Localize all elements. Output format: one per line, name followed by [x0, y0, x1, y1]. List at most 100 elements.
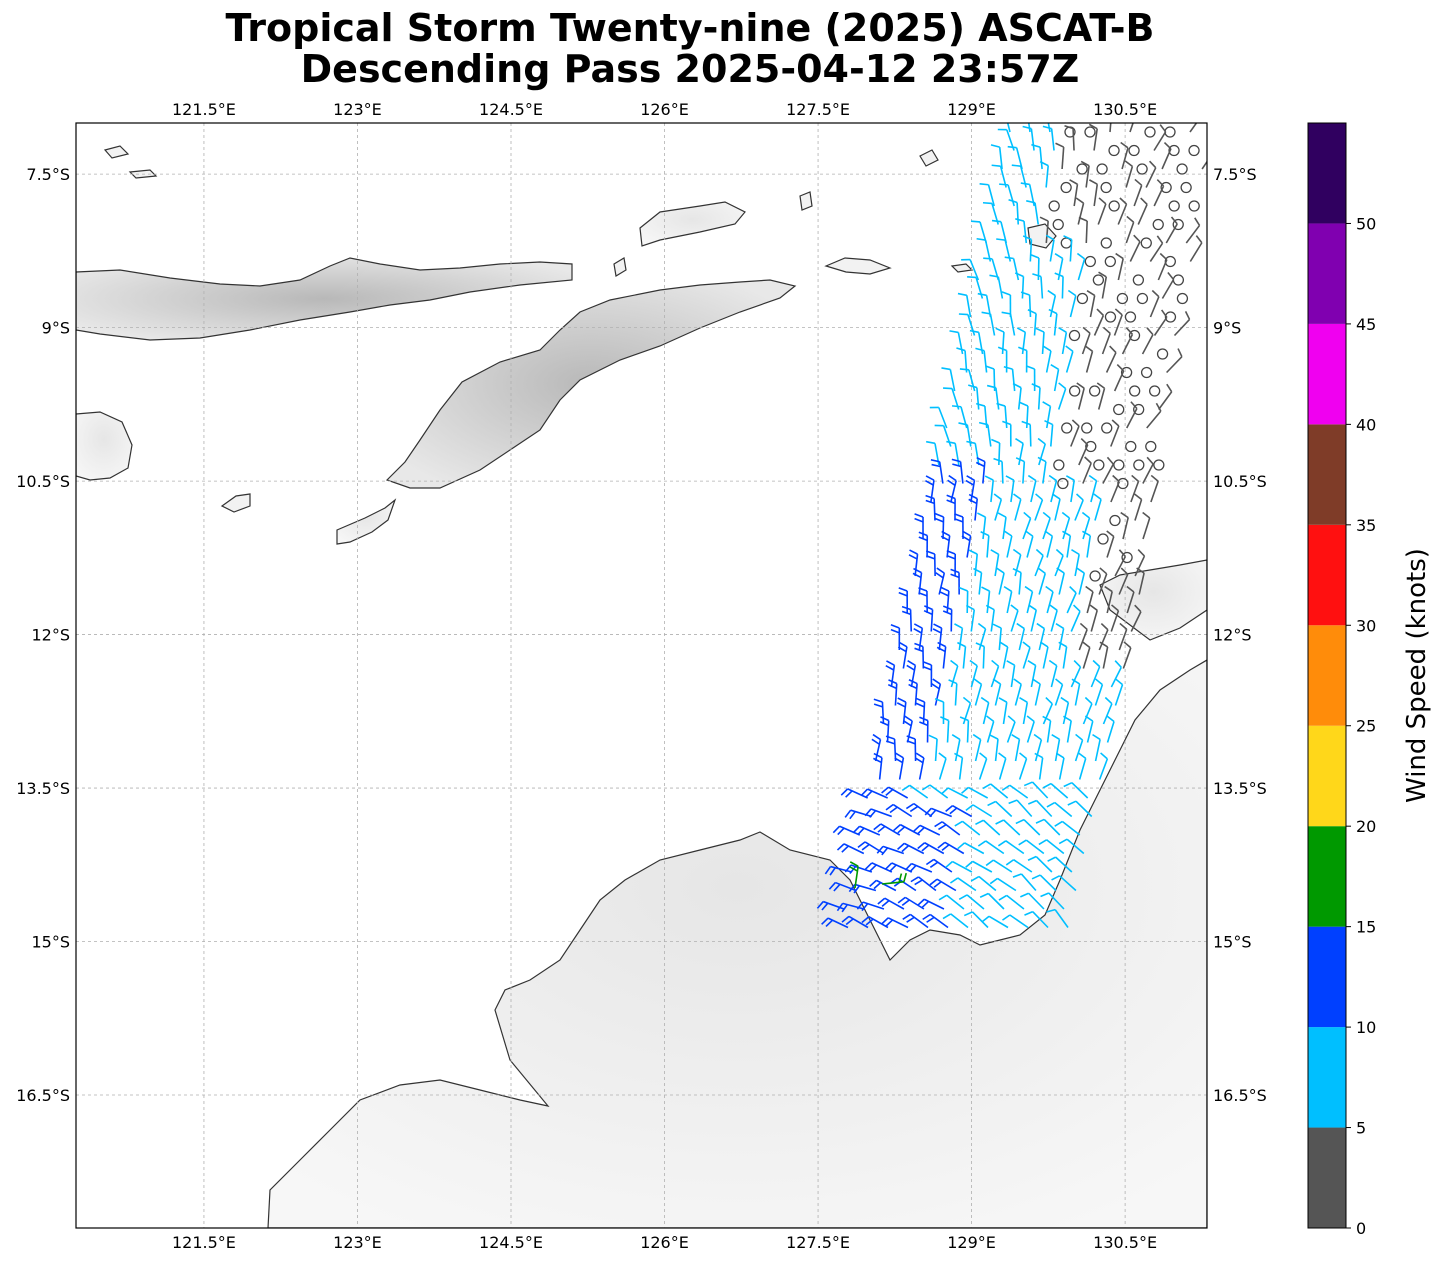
wind-barb — [929, 406, 948, 429]
wind-barb — [1028, 604, 1038, 632]
wind-barb — [1093, 493, 1102, 521]
wind-barb — [1076, 252, 1086, 281]
wind-barb — [980, 696, 990, 725]
wind-barb — [1048, 474, 1058, 503]
wind-barb — [1037, 567, 1047, 595]
wind-barb — [1023, 781, 1049, 799]
wind-barb — [1012, 873, 1037, 892]
lon-tick-label-bottom: 127.5°E — [786, 1233, 850, 1252]
calm-circle — [1085, 440, 1097, 453]
wind-barb — [958, 422, 972, 447]
wind-barb — [913, 623, 924, 651]
wind-barb — [1153, 124, 1167, 151]
wind-barb — [928, 734, 938, 762]
calm-circle — [1176, 163, 1188, 175]
wind-barb — [975, 819, 1001, 836]
arnhem-coast — [1099, 559, 1207, 641]
wind-barb — [887, 679, 898, 706]
wind-barb — [1129, 123, 1134, 133]
calm-circle — [1121, 551, 1133, 564]
wind-barb — [981, 586, 991, 614]
lat-tick-label-left: 15°S — [31, 933, 70, 952]
wind-barb — [1054, 252, 1064, 281]
wind-barb — [932, 623, 943, 651]
wind-barb — [946, 550, 956, 577]
lat-tick-label-left: 7.5°S — [26, 165, 70, 184]
calm-circle — [1116, 292, 1129, 305]
wind-barb — [972, 733, 982, 762]
wind-barb — [936, 641, 947, 669]
wind-barb — [975, 642, 985, 669]
wind-barb — [1051, 734, 1061, 762]
wind-barb — [969, 659, 978, 688]
wind-barb — [1063, 781, 1089, 799]
calm-circle — [1188, 144, 1200, 157]
wind-barb — [957, 842, 985, 855]
colorbar-segment — [1308, 926, 1346, 1028]
wind-barb — [1042, 511, 1051, 540]
wind-barb — [1048, 308, 1058, 336]
wind-barb — [914, 513, 924, 540]
wind-barb — [940, 787, 969, 799]
wind-barb — [1015, 218, 1028, 244]
wind-barb — [1113, 364, 1125, 392]
wind-barb — [1070, 419, 1080, 447]
land-layer — [76, 145, 1207, 1228]
wind-barb — [980, 530, 990, 558]
calm-circle — [1057, 477, 1069, 490]
calm-circle — [1136, 163, 1148, 175]
wind-barb — [1013, 493, 1022, 521]
wind-barb — [1110, 660, 1122, 688]
wind-barb — [1098, 567, 1108, 595]
wind-barb — [973, 678, 983, 706]
calm-circle — [1168, 200, 1180, 212]
wind-barb — [999, 641, 1009, 669]
wind-barb — [890, 624, 901, 651]
wind-barb — [997, 346, 1008, 373]
wind-barb — [934, 424, 952, 447]
wind-barb — [1002, 420, 1012, 447]
wind-barb — [1019, 401, 1029, 429]
calm-circle — [1124, 311, 1137, 323]
wind-barb — [1067, 289, 1077, 318]
wind-barb — [961, 530, 972, 558]
wind-barb — [912, 824, 941, 836]
wind-barb — [942, 913, 969, 929]
wind-barb — [1078, 216, 1088, 244]
small-islet-4 — [919, 149, 939, 167]
wind-barb — [918, 531, 929, 558]
calm-circle — [1133, 459, 1145, 471]
calm-circle — [1089, 570, 1101, 582]
wind-barb — [1003, 365, 1016, 392]
wind-barb — [1145, 160, 1157, 188]
calm-circle — [1140, 237, 1152, 249]
wind-barb — [987, 800, 1013, 818]
lat-tick-label-left: 10.5°S — [16, 472, 70, 491]
wind-barb — [922, 913, 949, 929]
wind-barb — [1166, 348, 1183, 374]
wind-barb — [1066, 585, 1077, 614]
wind-barb — [1161, 141, 1172, 170]
wind-barb — [1122, 641, 1132, 669]
colorbar-segment — [1308, 826, 1346, 927]
calm-circle — [1100, 181, 1112, 194]
wind-barb — [1097, 197, 1107, 225]
wind-barb — [942, 605, 953, 632]
wind-barb — [1003, 585, 1013, 614]
wind-barb — [1026, 200, 1040, 225]
lat-tick-label-right: 12°S — [1213, 626, 1252, 645]
calm-circle — [1132, 274, 1145, 286]
wind-barb — [998, 894, 1025, 910]
wind-barb — [856, 901, 885, 912]
wind-barb — [1109, 123, 1112, 133]
wind-barb — [950, 659, 959, 688]
wind-barb — [1142, 456, 1154, 484]
wind-barb — [1019, 697, 1029, 725]
small-islet-5 — [950, 263, 974, 273]
wind-barb — [1016, 622, 1026, 651]
wind-barb — [965, 860, 993, 873]
wind-barb — [1099, 641, 1109, 669]
wind-barb — [1012, 567, 1022, 595]
wind-barb — [881, 872, 907, 885]
wind-barb — [925, 858, 953, 873]
